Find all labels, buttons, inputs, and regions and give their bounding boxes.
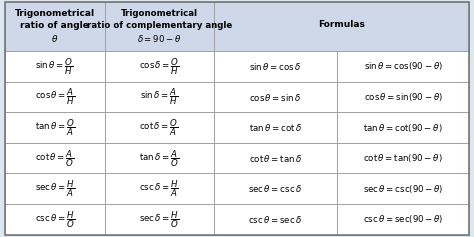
Bar bbox=[337, 204, 469, 235]
Bar bbox=[105, 82, 214, 112]
Text: Trigonometrical
ratio of complementary angle
$\delta = 90 - \theta$: Trigonometrical ratio of complementary a… bbox=[87, 9, 232, 44]
Text: $\sec\theta = \csc(90 - \theta)$: $\sec\theta = \csc(90 - \theta)$ bbox=[363, 183, 443, 195]
Text: $\sin\theta = \dfrac{O}{H}$: $\sin\theta = \dfrac{O}{H}$ bbox=[36, 56, 74, 77]
Bar bbox=[337, 82, 469, 112]
Text: $\sec\delta = \dfrac{H}{O}$: $\sec\delta = \dfrac{H}{O}$ bbox=[139, 209, 180, 230]
Text: $\cos\theta = \sin\delta$: $\cos\theta = \sin\delta$ bbox=[249, 91, 301, 103]
Text: $\tan\delta = \dfrac{A}{O}$: $\tan\delta = \dfrac{A}{O}$ bbox=[139, 148, 179, 169]
Bar bbox=[105, 112, 214, 143]
Bar bbox=[105, 204, 214, 235]
Bar bbox=[5, 204, 105, 235]
Bar bbox=[337, 143, 469, 173]
Bar bbox=[337, 112, 469, 143]
Text: $\cos\theta = \dfrac{A}{H}$: $\cos\theta = \dfrac{A}{H}$ bbox=[35, 87, 75, 107]
Text: $\csc\theta = \sec\delta$: $\csc\theta = \sec\delta$ bbox=[248, 214, 302, 225]
Bar bbox=[105, 2, 214, 51]
Bar bbox=[337, 51, 469, 82]
Text: $\csc\theta = \sec(90 - \theta)$: $\csc\theta = \sec(90 - \theta)$ bbox=[363, 213, 443, 225]
Text: $\sin\delta = \dfrac{A}{H}$: $\sin\delta = \dfrac{A}{H}$ bbox=[140, 87, 178, 107]
Bar bbox=[105, 143, 214, 173]
Text: $\sec\theta = \csc\delta$: $\sec\theta = \csc\delta$ bbox=[248, 183, 302, 194]
Bar bbox=[214, 204, 337, 235]
Bar bbox=[5, 173, 105, 204]
Text: $\tan\theta = \dfrac{O}{A}$: $\tan\theta = \dfrac{O}{A}$ bbox=[35, 117, 75, 138]
Text: $\csc\delta = \dfrac{H}{A}$: $\csc\delta = \dfrac{H}{A}$ bbox=[139, 178, 179, 199]
Text: $\csc\theta = \dfrac{H}{O}$: $\csc\theta = \dfrac{H}{O}$ bbox=[35, 209, 75, 230]
Bar bbox=[337, 173, 469, 204]
Text: Trigonometrical
ratio of angle
$\theta$: Trigonometrical ratio of angle $\theta$ bbox=[15, 9, 95, 44]
Bar bbox=[214, 143, 337, 173]
Text: $\sin\theta = \cos\delta$: $\sin\theta = \cos\delta$ bbox=[249, 61, 301, 72]
Bar bbox=[105, 51, 214, 82]
Text: $\cot\theta = \tan\delta$: $\cot\theta = \tan\delta$ bbox=[249, 153, 302, 164]
Bar bbox=[105, 173, 214, 204]
Text: $\cot\delta = \dfrac{O}{A}$: $\cot\delta = \dfrac{O}{A}$ bbox=[139, 117, 179, 138]
Bar bbox=[214, 51, 337, 82]
Text: $\tan\theta = \cot\delta$: $\tan\theta = \cot\delta$ bbox=[249, 122, 302, 133]
Bar bbox=[214, 112, 337, 143]
Bar bbox=[5, 2, 105, 51]
Bar bbox=[5, 51, 105, 82]
Text: $\cot\theta = \dfrac{A}{O}$: $\cot\theta = \dfrac{A}{O}$ bbox=[35, 148, 74, 169]
Text: $\cos\theta = \sin(90 - \theta)$: $\cos\theta = \sin(90 - \theta)$ bbox=[364, 91, 443, 103]
Text: $\cot\theta = \tan(90 - \theta)$: $\cot\theta = \tan(90 - \theta)$ bbox=[363, 152, 443, 164]
Bar bbox=[5, 112, 105, 143]
Bar bbox=[5, 82, 105, 112]
Bar bbox=[214, 173, 337, 204]
Text: $\tan\theta = \cot(90 - \theta)$: $\tan\theta = \cot(90 - \theta)$ bbox=[363, 122, 443, 134]
Text: $\sec\theta = \dfrac{H}{A}$: $\sec\theta = \dfrac{H}{A}$ bbox=[35, 178, 75, 199]
Bar bbox=[5, 143, 105, 173]
Bar bbox=[214, 82, 337, 112]
Bar bbox=[214, 2, 469, 51]
Text: Formulas: Formulas bbox=[318, 20, 365, 29]
Text: $\cos\delta = \dfrac{O}{H}$: $\cos\delta = \dfrac{O}{H}$ bbox=[139, 56, 180, 77]
Text: $\sin\theta = \cos(90 - \theta)$: $\sin\theta = \cos(90 - \theta)$ bbox=[364, 60, 443, 73]
